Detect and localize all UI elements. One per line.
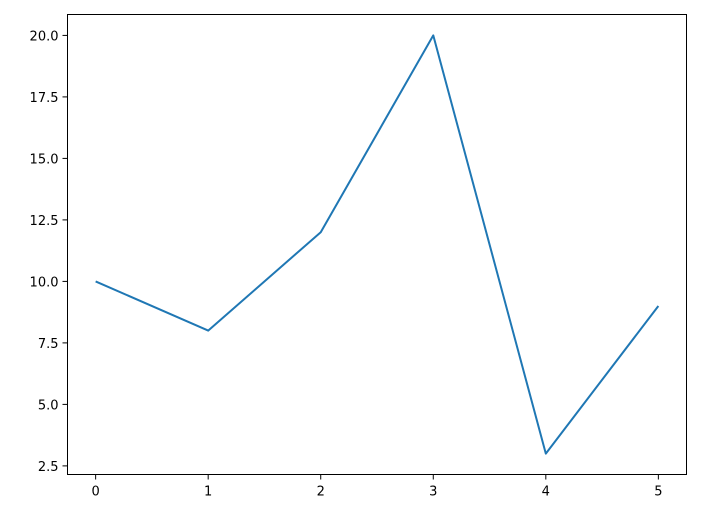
- y-tick-label: 10.0: [30, 275, 59, 290]
- x-axis: 0 1 2 3 4 5: [91, 474, 663, 500]
- x-tick-label: 2: [317, 485, 325, 500]
- series-line: [95, 34, 660, 455]
- plot-area-frame: [67, 14, 687, 475]
- y-tick-label: 5.0: [38, 398, 59, 413]
- y-tick-label: 2.5: [38, 460, 59, 475]
- y-tick-label: 20.0: [30, 29, 59, 44]
- x-tick-label: 1: [204, 485, 212, 500]
- y-tick-label: 15.0: [30, 152, 59, 167]
- y-tick-label: 17.5: [30, 91, 59, 106]
- x-tick-label: 5: [654, 485, 662, 500]
- y-tick-label: 7.5: [38, 337, 59, 352]
- x-tick-label: 0: [91, 485, 99, 500]
- y-axis: 2.5 5.0 7.5 10.0 12.5 15.0 17.5 20.0: [30, 29, 68, 475]
- x-tick-label: 3: [429, 485, 437, 500]
- y-tick-label: 12.5: [30, 214, 59, 229]
- x-tick-label: 4: [542, 485, 550, 500]
